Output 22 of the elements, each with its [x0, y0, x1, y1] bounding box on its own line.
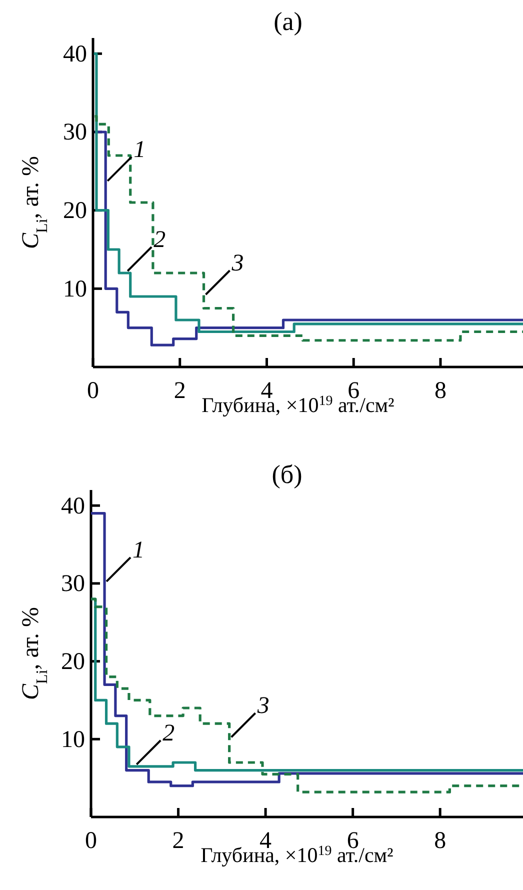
x-tick-label: 2: [174, 378, 186, 404]
x-tick-label: 0: [87, 378, 99, 404]
chart-title: (а): [274, 7, 302, 36]
y-tick-label: 40: [61, 493, 85, 520]
x-tick-label: 0: [85, 828, 97, 854]
annotation: 2: [154, 227, 166, 253]
y-tick-label: 30: [61, 571, 85, 598]
y-tick-label: 30: [63, 120, 87, 146]
chart-title: (б): [272, 460, 302, 489]
annotation: 1: [134, 136, 146, 163]
y-tick-label: 10: [63, 276, 87, 302]
annotation: 3: [230, 250, 244, 276]
y-tick-label: 20: [61, 648, 85, 675]
x-tick-label: 2: [172, 828, 184, 854]
x-tick-label: 8: [434, 828, 446, 854]
annotation: 3: [256, 693, 270, 720]
y-tick-label: 10: [61, 726, 85, 753]
x-tick-label: 8: [434, 378, 446, 404]
annotation: 2: [162, 720, 175, 746]
y-tick-label: 20: [63, 198, 87, 224]
annotation: 1: [132, 537, 145, 564]
y-tick-label: 40: [63, 41, 87, 68]
